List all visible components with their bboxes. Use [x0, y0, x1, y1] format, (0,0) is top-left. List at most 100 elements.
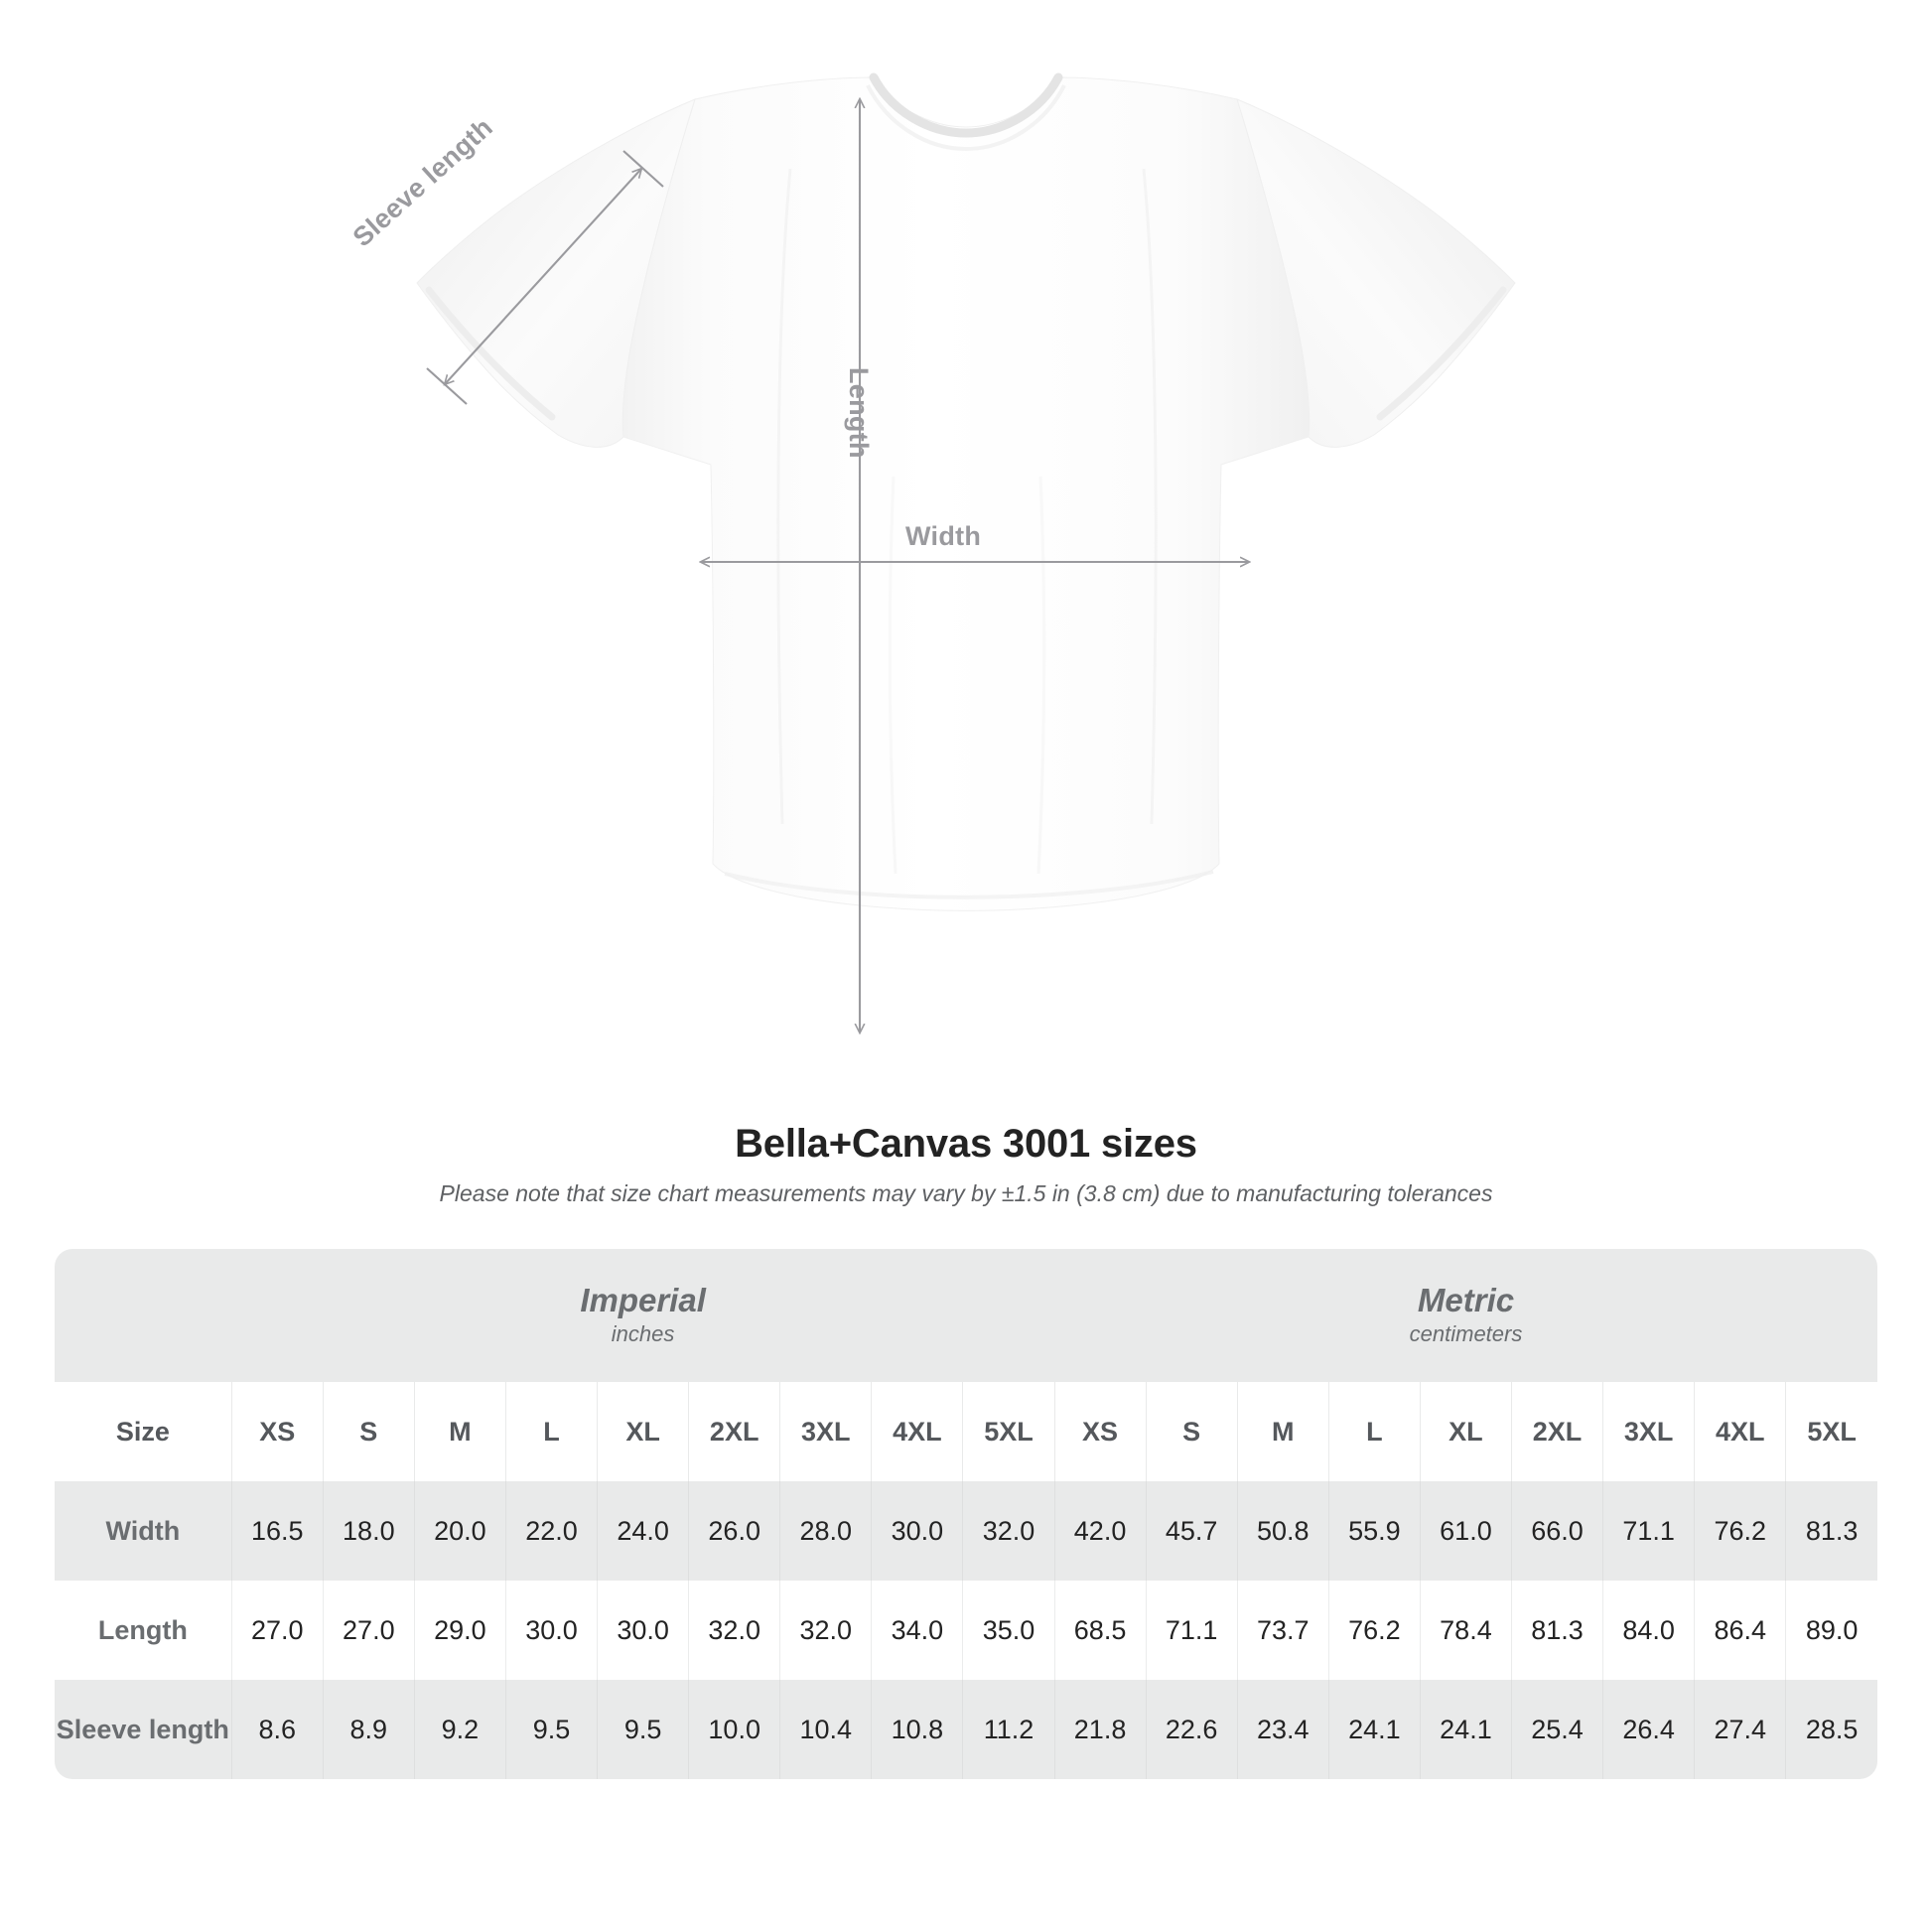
cell-width-imperial-5xl: 32.0	[962, 1481, 1055, 1581]
size-header-cell-imperial-xl: XL	[597, 1382, 689, 1481]
size-header-cell-imperial-2xl: 2XL	[688, 1382, 780, 1481]
cell-width-imperial-4xl: 30.0	[871, 1481, 963, 1581]
cell-length-imperial-5xl: 35.0	[962, 1581, 1055, 1680]
cell-sleeve-length-metric-l: 24.1	[1327, 1680, 1421, 1779]
size-chart-table: Imperial inches Metric centimeters Size XS S M L…	[55, 1249, 1877, 1779]
tolerance-note: Please note that size chart measurements…	[439, 1180, 1493, 1206]
cell-sleeve-length-metric-4xl: 27.4	[1694, 1680, 1786, 1779]
cell-width-metric-s: 45.7	[1145, 1481, 1238, 1581]
sleeve-length-arrow	[426, 150, 664, 405]
size-header-cell-metric-xl: XL	[1419, 1382, 1512, 1481]
cell-sleeve-length-imperial-l: 9.5	[504, 1680, 598, 1779]
row-header-width: Width	[55, 1481, 232, 1581]
cell-width-imperial-3xl: 28.0	[779, 1481, 872, 1581]
unit-group-subtitle: centimeters	[1409, 1321, 1523, 1347]
fabric-folds	[724, 168, 1214, 899]
cell-sleeve-length-metric-3xl: 26.4	[1602, 1680, 1695, 1779]
cell-length-metric-xl: 78.4	[1419, 1581, 1512, 1680]
unit-group-header-imperial: Imperial inches	[231, 1249, 1055, 1382]
cell-sleeve-length-imperial-m: 9.2	[413, 1680, 506, 1779]
cell-sleeve-length-metric-2xl: 25.4	[1510, 1680, 1603, 1779]
unit-row-corner-cell	[55, 1249, 232, 1382]
size-diagram: Sleeve length Length Width	[346, 72, 1516, 1112]
cell-length-metric-4xl: 86.4	[1694, 1581, 1786, 1680]
size-header-cell-imperial-4xl: 4XL	[871, 1382, 963, 1481]
size-header-cell-metric-xs: XS	[1053, 1382, 1147, 1481]
cell-sleeve-length-metric-xl: 24.1	[1419, 1680, 1512, 1779]
size-header-cell-metric-s: S	[1145, 1382, 1238, 1481]
cell-width-imperial-2xl: 26.0	[688, 1481, 780, 1581]
cell-sleeve-length-imperial-4xl: 10.8	[871, 1680, 963, 1779]
page-title: Bella+Canvas 3001 sizes	[735, 1122, 1197, 1166]
cell-length-metric-3xl: 84.0	[1602, 1581, 1695, 1680]
cell-sleeve-length-imperial-s: 8.9	[322, 1680, 415, 1779]
cell-length-metric-m: 73.7	[1236, 1581, 1329, 1680]
size-header-label: Size	[55, 1382, 232, 1481]
table-row: Sleeve length 8.6 8.9 9.2 9.5 9.5 10.0 10.4 10.8…	[55, 1680, 1877, 1779]
shirt-body-shape	[621, 76, 1311, 911]
unit-group-name: Imperial	[580, 1282, 706, 1319]
cell-sleeve-length-metric-5xl: 28.5	[1785, 1680, 1877, 1779]
cell-sleeve-length-metric-xs: 21.8	[1053, 1680, 1147, 1779]
size-header-cell-imperial-5xl: 5XL	[962, 1382, 1055, 1481]
size-header-row: Size XS S M L XL 2XL 3XL 4XL 5XL XS S M L XL 2XL 3XL 4XL 5…	[55, 1382, 1877, 1481]
size-header-cell-metric-3xl: 3XL	[1602, 1382, 1695, 1481]
cell-width-metric-m: 50.8	[1236, 1481, 1329, 1581]
size-header-cell-metric-5xl: 5XL	[1785, 1382, 1877, 1481]
cell-length-imperial-l: 30.0	[504, 1581, 598, 1680]
cell-length-imperial-s: 27.0	[322, 1581, 415, 1680]
cell-width-metric-2xl: 66.0	[1510, 1481, 1603, 1581]
cell-width-imperial-s: 18.0	[322, 1481, 415, 1581]
cell-width-metric-xl: 61.0	[1419, 1481, 1512, 1581]
cell-length-metric-s: 71.1	[1145, 1581, 1238, 1680]
size-header-cell-metric-2xl: 2XL	[1510, 1382, 1603, 1481]
cell-width-metric-4xl: 76.2	[1694, 1481, 1786, 1581]
size-header-cell-imperial-3xl: 3XL	[779, 1382, 872, 1481]
cell-sleeve-length-imperial-5xl: 11.2	[962, 1680, 1055, 1779]
cell-length-metric-xs: 68.5	[1053, 1581, 1147, 1680]
cell-sleeve-length-metric-m: 23.4	[1236, 1680, 1329, 1779]
row-header-sleeve-length: Sleeve length	[55, 1680, 232, 1779]
cell-sleeve-length-imperial-3xl: 10.4	[779, 1680, 872, 1779]
cell-width-metric-xs: 42.0	[1053, 1481, 1147, 1581]
cell-sleeve-length-metric-s: 22.6	[1145, 1680, 1238, 1779]
chart-heading: Bella+Canvas 3001 sizes Please note that…	[0, 1122, 1932, 1207]
cell-length-imperial-2xl: 32.0	[688, 1581, 780, 1680]
tshirt-illustration	[416, 72, 1516, 1112]
width-label: Width	[905, 521, 982, 551]
cell-sleeve-length-imperial-xl: 9.5	[597, 1680, 689, 1779]
cell-length-imperial-3xl: 32.0	[779, 1581, 872, 1680]
size-header-cell-imperial-s: S	[322, 1382, 415, 1481]
cell-length-imperial-m: 29.0	[413, 1581, 506, 1680]
unit-system-header-row: Imperial inches Metric centimeters	[55, 1249, 1877, 1382]
cell-length-imperial-4xl: 34.0	[871, 1581, 963, 1680]
size-header-cell-imperial-l: L	[504, 1382, 598, 1481]
cell-width-metric-3xl: 71.1	[1602, 1481, 1695, 1581]
row-header-length: Length	[55, 1581, 232, 1680]
length-label: Length	[844, 367, 874, 459]
cell-width-imperial-xs: 16.5	[230, 1481, 324, 1581]
cell-length-imperial-xl: 30.0	[597, 1581, 689, 1680]
unit-group-subtitle: inches	[611, 1321, 675, 1347]
unit-group-name: Metric	[1417, 1282, 1515, 1319]
size-header-cell-imperial-xs: XS	[230, 1382, 324, 1481]
table-row: Width 16.5 18.0 20.0 22.0 24.0 26.0 28.0 30.0 32.…	[55, 1481, 1877, 1581]
cell-width-metric-5xl: 81.3	[1785, 1481, 1877, 1581]
cell-sleeve-length-imperial-2xl: 10.0	[688, 1680, 780, 1779]
size-table-container: Imperial inches Metric centimeters Size XS S M L…	[55, 1249, 1877, 1779]
cell-length-imperial-xs: 27.0	[230, 1581, 324, 1680]
cell-width-imperial-m: 20.0	[413, 1481, 506, 1581]
size-header-cell-metric-4xl: 4XL	[1694, 1382, 1786, 1481]
cell-length-metric-l: 76.2	[1327, 1581, 1421, 1680]
unit-group-header-metric: Metric centimeters	[1054, 1249, 1877, 1382]
size-header-cell-imperial-m: M	[413, 1382, 506, 1481]
size-header-cell-metric-l: L	[1327, 1382, 1421, 1481]
cell-width-imperial-l: 22.0	[504, 1481, 598, 1581]
cell-width-imperial-xl: 24.0	[597, 1481, 689, 1581]
size-header-cell-metric-m: M	[1236, 1382, 1329, 1481]
cell-width-metric-l: 55.9	[1327, 1481, 1421, 1581]
right-sleeve-shape	[1236, 98, 1516, 448]
cell-length-metric-5xl: 89.0	[1785, 1581, 1877, 1680]
cell-sleeve-length-imperial-xs: 8.6	[230, 1680, 324, 1779]
cell-length-metric-2xl: 81.3	[1510, 1581, 1603, 1680]
